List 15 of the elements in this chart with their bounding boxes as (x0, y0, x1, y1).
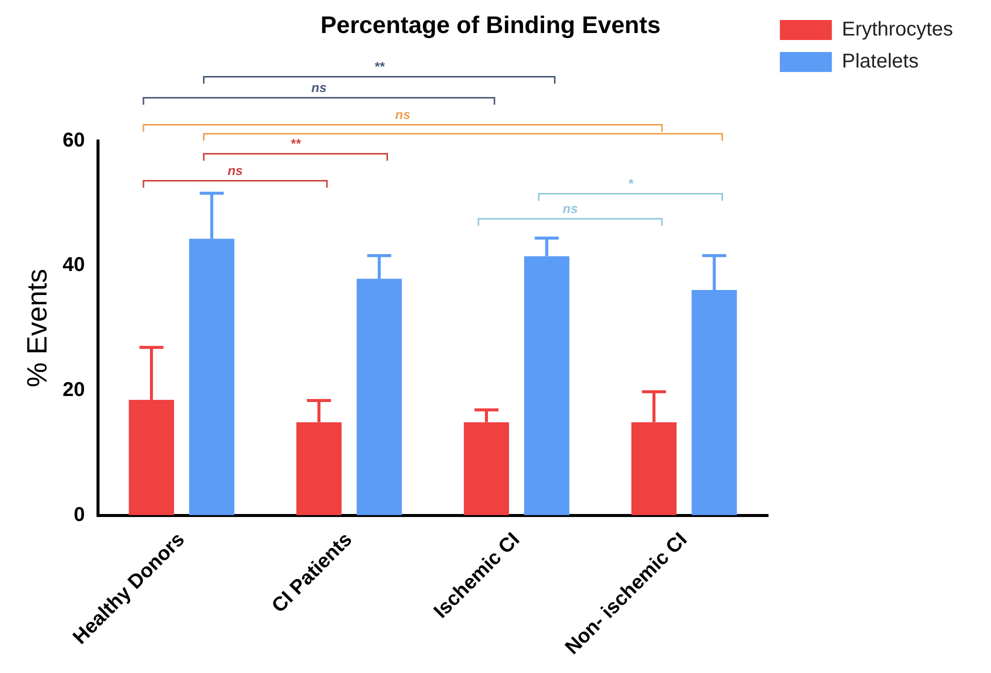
annotation: ns (228, 162, 243, 178)
text: ** (374, 58, 386, 74)
annotation: ** (290, 136, 302, 151)
legend-label: Platelets (842, 50, 919, 73)
text: ns (395, 106, 410, 122)
y-tick-label: 20 (62, 378, 85, 401)
legend-label: Erythrocytes (842, 18, 954, 41)
y-tick-label: 60 (62, 129, 85, 152)
chart-title: Percentage of Binding Events (320, 12, 661, 40)
text: ns (311, 80, 327, 95)
y-tick-label: 0 (74, 504, 85, 526)
annotation: ns (562, 200, 578, 216)
annotation: * (628, 176, 634, 191)
y-tick-label: 40 (62, 254, 85, 276)
y-axis-title: % Events (22, 268, 53, 388)
